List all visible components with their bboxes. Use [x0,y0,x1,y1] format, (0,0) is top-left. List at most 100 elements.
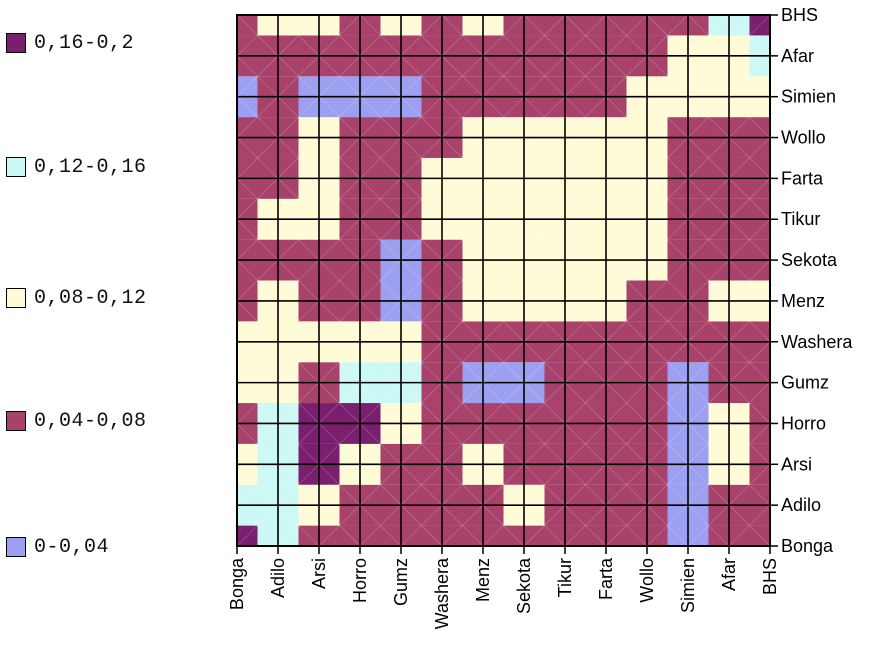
cell-diagonal [441,341,484,383]
cell-diagonal [728,218,771,261]
cell-diagonal [359,178,402,220]
cell-diagonal [687,55,730,98]
cell-diagonal [482,423,525,465]
cell-diagonal [523,137,566,179]
cell-diagonal [277,14,320,57]
cell-diagonal [400,463,443,506]
cell-diagonal [605,218,648,261]
cell-diagonal [523,218,566,261]
cell-diagonal [564,96,607,138]
cell-diagonal [523,259,566,302]
cell-diagonal [359,382,402,424]
cell-diagonal [359,382,402,424]
cell-diagonal [687,137,730,179]
cell-diagonal [564,178,607,220]
cell-diagonal [318,137,361,179]
cell-diagonal [236,341,279,383]
cell-diagonal [277,218,320,261]
cell-diagonal [564,259,607,302]
cell-diagonal [359,14,402,57]
cell-diagonal [441,14,484,57]
cell-diagonal [236,300,279,343]
cell-diagonal [728,463,771,506]
cell-diagonal [441,218,484,261]
cell-diagonal [482,259,525,302]
cell-diagonal [318,178,361,220]
cell-diagonal [277,137,320,179]
cell-diagonal [687,382,730,424]
cell-diagonal [318,341,361,383]
legend-swatch [6,157,26,177]
cell-diagonal [687,341,730,383]
cell-diagonal [646,463,689,506]
cell-diagonal [564,300,607,343]
cell-diagonal [400,55,443,98]
cell-diagonal [728,300,771,343]
cell-diagonal [236,218,279,261]
cell-diagonal [646,259,689,302]
cell-diagonal [236,55,279,98]
y-tick-label: Tikur [781,209,820,229]
cell-diagonal [728,300,771,343]
cell-diagonal [318,14,361,57]
cell-diagonal [400,341,443,383]
cell-diagonal [646,178,689,220]
cell-diagonal [318,218,361,261]
cell-diagonal [728,218,771,261]
cell-diagonal [728,55,771,98]
cell-diagonal [359,341,402,383]
cell-diagonal [564,137,607,179]
cell-diagonal [482,463,525,506]
cell-diagonal [523,96,566,138]
x-tick-label: BHS [760,558,780,595]
cell-diagonal [728,178,771,220]
cell-diagonal [687,341,730,383]
cell-diagonal [605,463,648,506]
y-tick-label: Bonga [781,536,834,556]
cell-diagonal [687,300,730,343]
y-tick-label: Sekota [781,250,838,270]
legend-swatch [6,33,26,53]
cell-diagonal [400,504,443,547]
cell-diagonal [605,504,648,547]
cell-diagonal [236,382,279,424]
cell-diagonal [359,463,402,506]
cell-diagonal [687,14,730,57]
cell-diagonal [318,341,361,383]
cell-diagonal [236,504,279,547]
cell-diagonal [236,259,279,302]
cell-diagonal [523,218,566,261]
cell-diagonal [441,504,484,547]
cell-diagonal [728,55,771,98]
cell-diagonal [236,463,279,506]
cell-diagonal [605,96,648,138]
cell-diagonal [687,463,730,506]
cell-diagonal [236,382,279,424]
cell-diagonal [482,96,525,138]
cell-diagonal [482,178,525,220]
x-tick-label: Afar [719,558,739,591]
cell-diagonal [400,259,443,302]
cell-diagonal [646,218,689,261]
cell-diagonal [482,218,525,261]
cell-diagonal [646,55,689,98]
cell-diagonal [605,463,648,506]
cell-diagonal [728,423,771,465]
cell-diagonal [523,55,566,98]
cell-diagonal [277,300,320,343]
cell-diagonal [277,504,320,547]
cell-diagonal [482,423,525,465]
cell-diagonal [318,463,361,506]
cell-diagonal [277,259,320,302]
cell-diagonal [523,137,566,179]
y-tick-label: Gumz [781,373,829,393]
cell-diagonal [236,178,279,220]
cell-diagonal [277,218,320,261]
cell-diagonal [441,300,484,343]
cell-diagonal [646,300,689,343]
cell-diagonal [400,259,443,302]
cell-diagonal [646,341,689,383]
cell-diagonal [236,218,279,261]
cell-diagonal [441,218,484,261]
cell-diagonal [236,14,279,57]
